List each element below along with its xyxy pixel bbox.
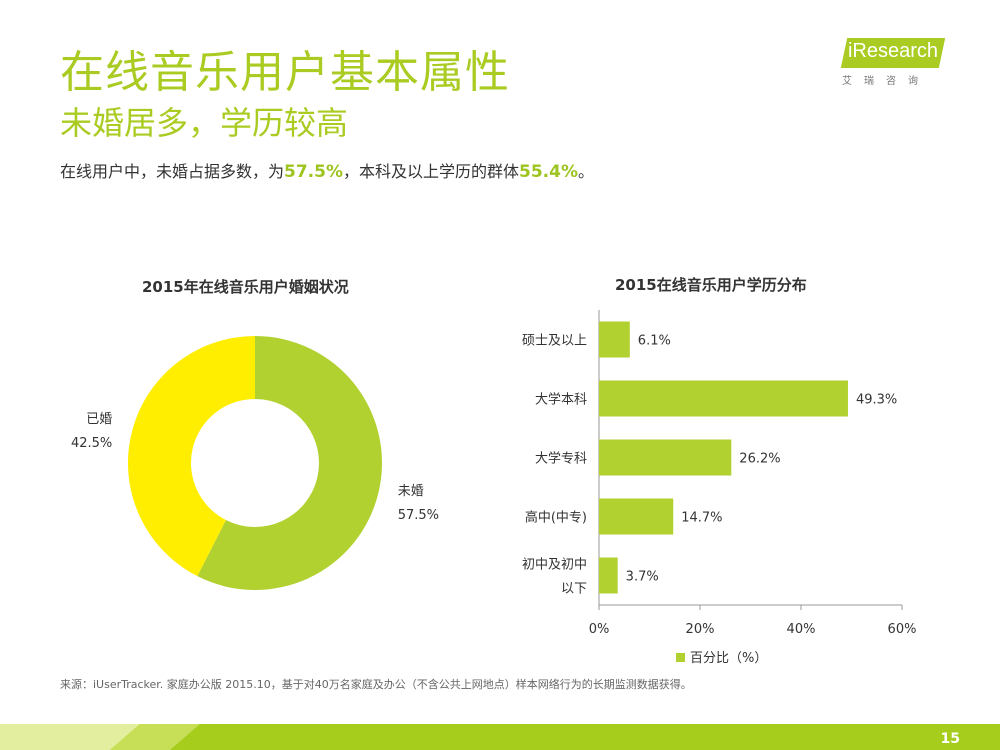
summary-highlight-2: 55.4%	[519, 162, 578, 182]
donut-value-1: 57.5%	[398, 508, 439, 523]
donut-label-2: 已婚	[86, 412, 112, 427]
summary-text: 在线用户中，未婚占据多数，为57.5%，本科及以上学历的群体55.4%。	[60, 158, 594, 182]
bar-value-label-2: 49.3%	[856, 393, 897, 408]
donut-slice-1	[197, 336, 382, 590]
bar-category-label-5-line-2: 以下	[561, 582, 587, 597]
footer-highlight-stripe	[0, 724, 140, 750]
bar-chart-title: 2015在线音乐用户学历分布	[615, 276, 807, 294]
x-tick-label-1: 0%	[589, 622, 610, 637]
summary-part-3: 。	[578, 162, 595, 181]
logo-chinese-text: 艾瑞咨询	[842, 76, 930, 87]
bar-chart: 6.1% 硕士及以上 49.3% 大学本科 26.2% 大学专科 14.7% 高中(中专) 3.…	[522, 310, 917, 666]
legend-label: 百分比（%）	[690, 651, 767, 666]
x-tick-label-4: 60%	[888, 622, 917, 637]
iresearch-logo: iResearch 艾瑞咨询	[838, 38, 948, 88]
page-number: 15	[940, 731, 960, 747]
donut-slice-2	[127, 336, 255, 577]
donut-value-2: 42.5%	[71, 436, 112, 451]
footer-light-stripe	[0, 724, 1000, 750]
footer-bar	[0, 724, 1000, 750]
bar-category-label-3: 大学专科	[535, 451, 587, 467]
x-tick-label-3: 40%	[787, 622, 816, 637]
source-note: 来源：iUserTracker. 家庭办公版 2015.10，基于对40万名家庭…	[60, 678, 692, 691]
bar-category-label-2: 大学本科	[535, 392, 587, 408]
x-tick-label-2: 20%	[686, 622, 715, 637]
bar-category-label-4: 高中(中专)	[525, 510, 587, 526]
donut-chart-title: 2015年在线音乐用户婚姻状况	[142, 278, 349, 296]
legend-swatch	[676, 653, 685, 662]
footer-mid-stripe	[110, 724, 200, 750]
page-subtitle: 未婚居多，学历较高	[60, 104, 349, 142]
page-title: 在线音乐用户基本属性	[60, 47, 510, 98]
donut-label-1: 未婚	[398, 484, 424, 499]
bar-4	[599, 498, 674, 535]
bar-value-label-1: 6.1%	[638, 334, 671, 349]
bar-category-label-5-line-1: 初中及初中	[522, 558, 587, 573]
bar-3	[599, 439, 732, 476]
bar-value-label-5: 3.7%	[626, 570, 659, 585]
summary-part-1: 在线用户中，未婚占据多数，为	[60, 162, 285, 181]
donut-chart: 未婚 57.5% 已婚 42.5%	[71, 336, 439, 590]
summary-highlight-1: 57.5%	[284, 162, 343, 182]
summary-part-2: ，本科及以上学历的群体	[343, 162, 520, 181]
bar-2	[599, 380, 848, 417]
logo-text: iResearch	[847, 40, 939, 62]
bar-value-label-3: 26.2%	[739, 452, 780, 467]
bar-category-label-1: 硕士及以上	[522, 334, 587, 349]
bar-value-label-4: 14.7%	[681, 511, 722, 526]
bar-5	[599, 557, 618, 594]
bar-1	[599, 321, 630, 358]
